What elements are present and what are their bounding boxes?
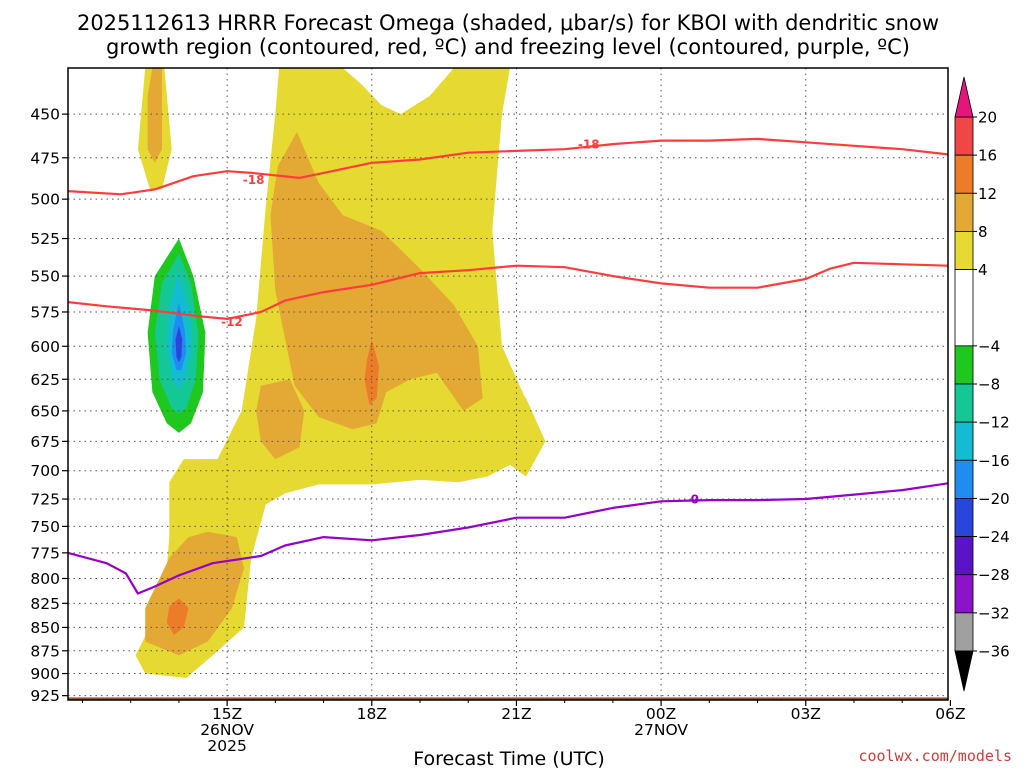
- colorbar-band: [954, 269, 974, 347]
- colorbar-label: −32: [978, 604, 1010, 622]
- colorbar-label: −28: [978, 566, 1010, 584]
- y-tick-label: 650: [30, 402, 60, 420]
- x-tick-label: 2025: [207, 737, 246, 755]
- shaded-region-upward-12-16-upper: [364, 339, 379, 405]
- ground-strip: [68, 697, 948, 700]
- y-tick-label: 600: [30, 338, 60, 356]
- colorbar-label: 16: [978, 147, 997, 165]
- colorbar-band: [954, 154, 974, 194]
- shaded-region-upward-8-12-west-top: [147, 68, 162, 163]
- colorbar-label: 8: [978, 223, 988, 241]
- colorbar-label: 20: [978, 109, 997, 127]
- y-tick-label: 825: [30, 595, 60, 613]
- y-axis-pressure-ticks: 450 475 500 525 550 575 600 625 650 675 700 725 750 7…: [30, 106, 68, 705]
- colorbar-label: 4: [978, 261, 988, 279]
- x-tick-label: 15Z: [212, 705, 242, 723]
- y-tick-label: 550: [30, 268, 60, 286]
- colorbar: 20 16 12 8 4 −4 −8 −12 −16 −20 −24 −28 −32 −36: [954, 76, 1010, 692]
- y-tick-label: 850: [30, 619, 60, 637]
- x-tick-label: 27NOV: [634, 721, 688, 739]
- y-tick-label: 750: [30, 518, 60, 536]
- y-tick-label: 450: [30, 106, 60, 124]
- freezing-level-contour-label: 0: [691, 493, 699, 507]
- colorbar-bottom-arrow: [954, 650, 974, 692]
- x-tick-label: 00Z: [646, 705, 676, 723]
- grid-lines: [68, 68, 948, 700]
- contour-lines: -18 -18 -12 0: [68, 137, 948, 595]
- omega-shading: [135, 68, 546, 678]
- x-tick-label: 26NOV: [200, 721, 254, 739]
- colorbar-label: −4: [978, 337, 1000, 355]
- y-tick-label: 475: [30, 149, 60, 167]
- plot-area: -18 -18 -12 0: [68, 68, 948, 700]
- y-tick-label: 725: [30, 491, 60, 509]
- colorbar-band: [954, 498, 974, 537]
- colorbar-band: [954, 612, 974, 652]
- colorbar-label: −20: [978, 490, 1010, 508]
- dgz-minus18-contour-line: [68, 137, 948, 196]
- y-tick-label: 500: [30, 191, 60, 209]
- colorbar-label: −8: [978, 376, 1000, 394]
- y-tick-label: 675: [30, 433, 60, 451]
- y-tick-label: 775: [30, 544, 60, 562]
- dgz-minus18-contour-label: -18: [243, 173, 265, 187]
- x-tick-label: 21Z: [501, 705, 531, 723]
- dgz-minus18-contour-label: -18: [578, 138, 600, 152]
- shaded-region-upward-4-8-east-blob: [482, 372, 546, 477]
- credit-text: coolwx.com/models: [858, 747, 1012, 765]
- colorbar-top-arrow: [954, 76, 974, 118]
- colorbar-label: −36: [978, 643, 1010, 661]
- colorbar-band: [954, 459, 974, 499]
- colorbar-band: [954, 574, 974, 614]
- y-tick-label: 900: [30, 665, 60, 683]
- colorbar-band: [954, 345, 974, 385]
- colorbar-band: [954, 421, 974, 461]
- y-tick-label: 525: [30, 230, 60, 248]
- colorbar-band: [954, 116, 974, 156]
- colorbar-label: 12: [978, 185, 997, 203]
- shaded-region-upward-8-12-small: [256, 379, 305, 460]
- colorbar-band: [954, 192, 974, 232]
- dgz-minus12-contour-label: -12: [221, 315, 243, 329]
- x-tick-label: 18Z: [357, 705, 387, 723]
- colorbar-band: [954, 536, 974, 576]
- y-tick-label: 925: [30, 687, 60, 705]
- freezing-level-contour-line: [68, 482, 948, 595]
- shaded-region-upward-8-12-column: [270, 131, 483, 430]
- colorbar-label: −24: [978, 528, 1010, 546]
- colorbar-label: −16: [978, 452, 1010, 470]
- x-tick-label: 06Z: [935, 705, 965, 723]
- y-tick-label: 800: [30, 570, 60, 588]
- shaded-region-downward-20-24: [175, 325, 183, 363]
- x-axis-title: Forecast Time (UTC): [413, 748, 604, 768]
- y-tick-label: 625: [30, 371, 60, 389]
- colorbar-band: [954, 383, 974, 423]
- x-tick-label: 03Z: [791, 705, 821, 723]
- chart-title-line-1: 2025112613 HRRR Forecast Omega (shaded, …: [77, 11, 939, 35]
- chart-title-line-2: growth region (contoured, red, ºC) and f…: [106, 35, 910, 59]
- dgz-minus12-contour-line: [68, 261, 948, 320]
- shaded-region-upward-12-16-lower: [166, 598, 189, 635]
- plot-frame: [67, 67, 949, 701]
- y-tick-label: 575: [30, 303, 60, 321]
- colorbar-label: −12: [978, 414, 1010, 432]
- y-tick-label: 875: [30, 642, 60, 660]
- y-tick-label: 700: [30, 462, 60, 480]
- colorbar-band: [954, 231, 974, 270]
